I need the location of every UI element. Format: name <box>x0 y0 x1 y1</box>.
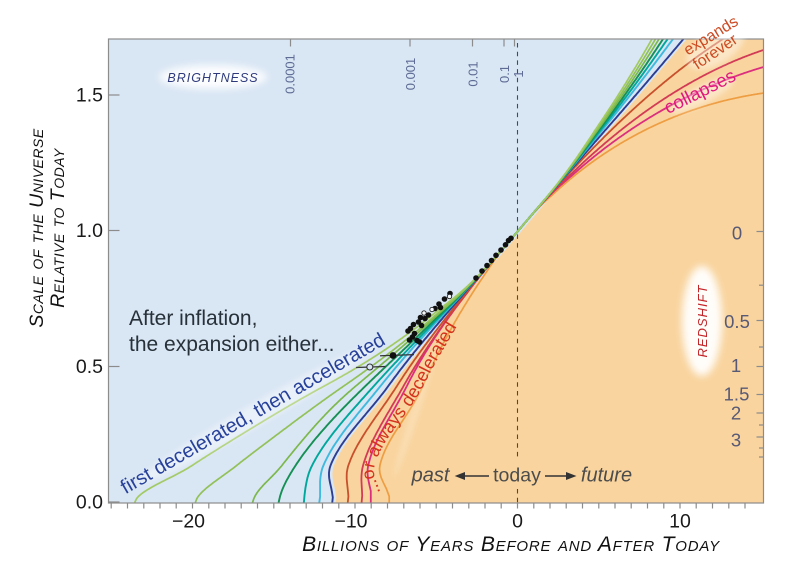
svg-text:Billions of Years Before and A: Billions of Years Before and After Today <box>302 533 720 556</box>
svg-text:After inflation,: After inflation, <box>129 307 257 330</box>
svg-text:0.0001: 0.0001 <box>283 54 298 94</box>
svg-text:1: 1 <box>511 70 526 77</box>
svg-text:1.5: 1.5 <box>724 384 750 405</box>
svg-text:1.5: 1.5 <box>76 85 103 107</box>
svg-text:0.1: 0.1 <box>497 65 512 83</box>
svg-text:future: future <box>581 465 632 487</box>
svg-text:0.5: 0.5 <box>76 356 103 378</box>
svg-text:2: 2 <box>731 403 741 424</box>
svg-text:0: 0 <box>732 223 742 244</box>
svg-text:1: 1 <box>731 355 741 376</box>
svg-text:0.001: 0.001 <box>403 58 418 91</box>
svg-text:3: 3 <box>731 430 741 451</box>
svg-text:REDSHIFT: REDSHIFT <box>695 284 710 357</box>
svg-text:0.0: 0.0 <box>76 492 103 514</box>
svg-text:10: 10 <box>669 511 691 533</box>
svg-text:past: past <box>411 465 451 487</box>
svg-text:0.5: 0.5 <box>724 311 750 332</box>
svg-text:the expansion either...: the expansion either... <box>129 333 334 356</box>
svg-text:1.0: 1.0 <box>76 220 103 242</box>
svg-text:Relative to Today: Relative to Today <box>47 147 69 308</box>
svg-text:−20: −20 <box>172 511 205 533</box>
svg-text:today: today <box>493 465 541 487</box>
svg-text:0.01: 0.01 <box>466 61 481 86</box>
svg-text:Scale of the Universe: Scale of the Universe <box>26 128 48 327</box>
svg-text:BRIGHTNESS: BRIGHTNESS <box>167 71 258 85</box>
svg-text:0: 0 <box>512 511 523 533</box>
svg-text:−10: −10 <box>334 511 367 533</box>
